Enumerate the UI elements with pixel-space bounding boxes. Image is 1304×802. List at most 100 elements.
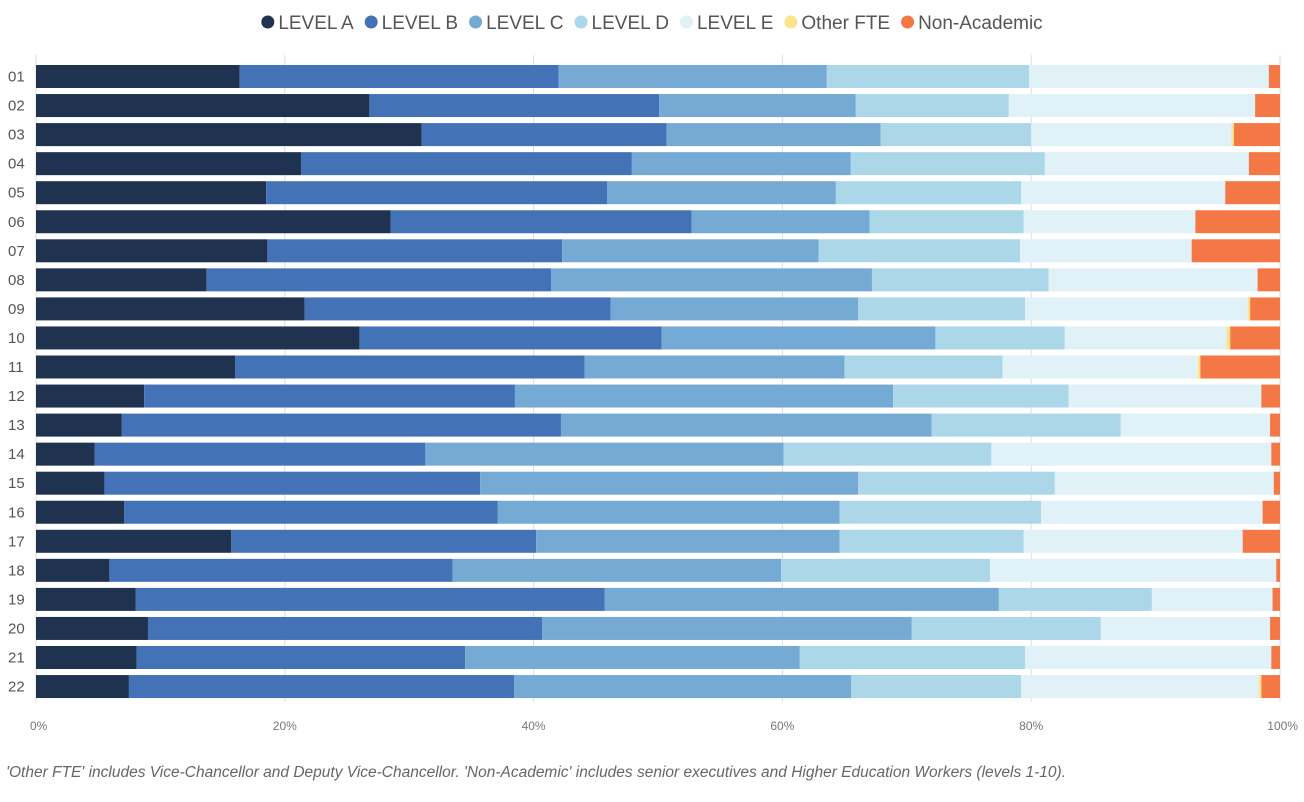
bar-segment xyxy=(1029,65,1269,88)
bar-segment xyxy=(855,94,1009,118)
bar-segment xyxy=(880,123,1032,147)
bar-segment xyxy=(36,500,125,524)
bar-segment xyxy=(560,413,932,437)
bar-segment xyxy=(1250,297,1280,321)
x-tick-label: 60% xyxy=(770,719,794,733)
bar-segment xyxy=(36,675,129,699)
bar-segment xyxy=(1270,616,1280,640)
bar-segment xyxy=(1258,675,1262,699)
bar-segment xyxy=(359,326,662,350)
bar-segment xyxy=(783,442,992,466)
bar-segment xyxy=(1041,500,1263,524)
bar-segment xyxy=(1008,94,1256,118)
bar-segment xyxy=(1230,326,1280,350)
bar-segment xyxy=(206,268,552,292)
x-tick-label: 100% xyxy=(1267,719,1298,733)
bar-segment xyxy=(1248,152,1280,176)
stacked-bar-chart: LEVEL A LEVEL B LEVEL C LEVEL D LEVEL E Other… xyxy=(8,13,1298,733)
bar-segment xyxy=(36,239,268,263)
bar-segment xyxy=(514,384,894,408)
bar-segment xyxy=(1044,152,1249,176)
bar-segment xyxy=(480,471,859,495)
bar-segment xyxy=(839,500,1042,524)
bar-segment xyxy=(36,587,136,611)
bar-segment xyxy=(36,646,137,669)
legend-item[interactable]: Non-Academic xyxy=(901,13,1043,34)
bar-segment xyxy=(631,152,851,176)
category-labels: 01 02 03 04 05 06 07 08 09 10 11 12 13 14 15 16 17 18 19 20… xyxy=(8,69,25,696)
bar-segment xyxy=(1197,355,1201,379)
bar-segment xyxy=(1020,239,1192,263)
category-label: 13 xyxy=(8,417,25,434)
bar-segment xyxy=(369,94,660,118)
bar-segment xyxy=(990,558,1277,582)
bar-segment xyxy=(1024,297,1248,321)
bar-segment xyxy=(1195,210,1280,234)
x-tick-label: 80% xyxy=(1019,719,1043,733)
bar-segment xyxy=(551,268,872,292)
bar-segment xyxy=(558,65,827,88)
legend-label: LEVEL A xyxy=(278,13,354,34)
category-label: 02 xyxy=(8,98,25,115)
bar-segment xyxy=(998,587,1152,611)
legend-item[interactable]: Other FTE xyxy=(784,13,890,34)
bar-segment xyxy=(911,616,1101,640)
legend-marker xyxy=(574,15,588,29)
legend-item[interactable]: LEVEL B xyxy=(364,13,458,34)
bar-segment xyxy=(452,558,782,582)
bar-segment xyxy=(121,413,561,437)
category-label: 10 xyxy=(8,330,25,347)
legend-item[interactable]: LEVEL D xyxy=(574,13,669,34)
bar-segment xyxy=(1231,123,1234,147)
bar-segment xyxy=(1261,384,1280,408)
bar-segment xyxy=(542,616,912,640)
bar-segment xyxy=(1031,123,1232,147)
category-label: 01 xyxy=(8,69,25,86)
bar-segment xyxy=(1268,65,1280,88)
legend-item[interactable]: LEVEL A xyxy=(261,13,354,34)
category-label: 16 xyxy=(8,504,25,521)
bar-segment xyxy=(36,123,422,147)
bar-segment xyxy=(36,558,110,582)
x-axis-ticks: 0% 20% 40% 60% 80% 100% xyxy=(30,719,1298,733)
bar-segment xyxy=(1257,268,1280,292)
bar-segment xyxy=(1261,675,1280,699)
bar-segment xyxy=(267,239,563,263)
bar-segment xyxy=(124,500,498,524)
bar-segment xyxy=(931,413,1121,437)
legend-marker xyxy=(784,15,798,29)
bar-segment xyxy=(109,558,453,582)
bar-segment xyxy=(1270,413,1280,437)
legend-label: LEVEL B xyxy=(382,13,458,34)
bar-segment xyxy=(1242,529,1280,553)
bar-segment xyxy=(839,529,1024,553)
category-label: 04 xyxy=(8,156,25,173)
bar-segment xyxy=(36,442,95,466)
legend-item[interactable]: LEVEL E xyxy=(679,13,773,34)
bar-segment xyxy=(1226,326,1231,350)
bar-segment xyxy=(858,297,1025,321)
bar-segment xyxy=(935,326,1065,350)
bar-segment xyxy=(661,326,936,350)
bar-segment xyxy=(36,616,148,640)
legend-marker xyxy=(364,15,378,29)
bar-segment xyxy=(610,297,859,321)
bar-segment xyxy=(858,471,1055,495)
bar-segment xyxy=(584,355,845,379)
legend-label: Non-Academic xyxy=(918,13,1043,34)
bar-segment xyxy=(799,646,1025,669)
bar-segment xyxy=(871,268,1049,292)
bar-segment xyxy=(562,239,819,263)
bar-segment xyxy=(36,152,301,176)
bar-segment xyxy=(36,529,232,553)
bar-segment xyxy=(104,471,481,495)
legend-marker xyxy=(261,15,275,29)
bar-segment xyxy=(604,587,999,611)
bar-segment xyxy=(1048,268,1258,292)
legend-item[interactable]: LEVEL C xyxy=(469,13,564,34)
bar-segment xyxy=(390,210,692,234)
bar-segment xyxy=(497,500,840,524)
category-label: 22 xyxy=(8,679,25,696)
bar-segment xyxy=(36,210,391,234)
bar-segment xyxy=(818,239,1021,263)
